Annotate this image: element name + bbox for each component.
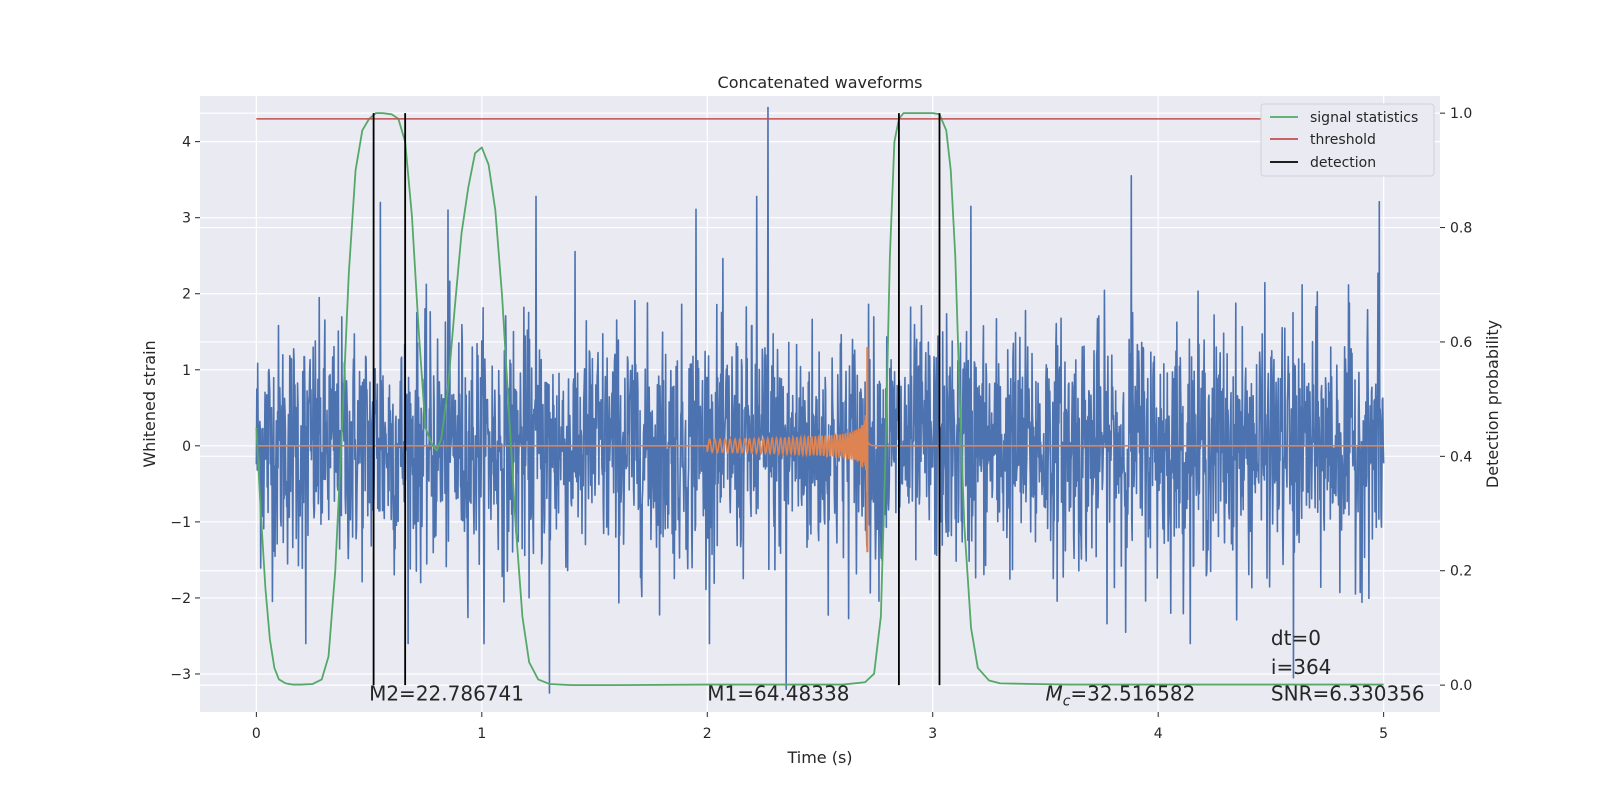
x-tick-label: 1 (477, 726, 486, 742)
y-axis-label: Whitened strain (140, 340, 159, 467)
annotation-mc-symbol: M (1045, 682, 1062, 706)
right-y-tick-label: 0.2 (1450, 564, 1472, 580)
x-tick-label: 5 (1379, 726, 1388, 742)
chart-title: Concatenated waveforms (718, 73, 923, 92)
y-tick-label: 1 (182, 363, 191, 379)
annotation-snr: SNR=6.330356 (1271, 682, 1425, 706)
annotations-layer: M2=22.786741 M1=64.48338 Mc=32.516582 dt=0 i… (369, 626, 1425, 710)
right-y-tick-label: 1.0 (1450, 106, 1472, 122)
right-y-tick-label: 0.8 (1450, 221, 1472, 237)
right-y-tick-label: 0.4 (1450, 449, 1472, 465)
annotation-i: i=364 (1271, 655, 1332, 679)
legend-label-signal-statistics: signal statistics (1310, 110, 1418, 126)
series-layer (255, 106, 1385, 694)
y-tick-label: 3 (182, 211, 191, 227)
legend-label-detection: detection (1310, 155, 1376, 171)
legend: signal statistics threshold detection (1260, 103, 1435, 177)
annotation-dt: dt=0 (1271, 626, 1321, 650)
x-tick-label: 4 (1154, 726, 1163, 742)
x-axis-label: Time (s) (786, 748, 852, 767)
legend-label-threshold: threshold (1310, 132, 1376, 148)
series-signal-statistics (255, 112, 1384, 687)
legend-box (1260, 103, 1435, 177)
annotation-m2: M2=22.786741 (369, 682, 524, 706)
x-tick-label: 2 (703, 726, 712, 742)
ticks-layer: 0 1 2 3 4 5 −3 −2 −1 0 1 2 3 4 0.0 0.2 0.4 0.6 0.8 1.0 (170, 106, 1472, 742)
annotation-mc-subscript: c (1063, 694, 1071, 710)
y-tick-label: −2 (170, 591, 191, 607)
annotation-mc: Mc=32.516582 (1045, 682, 1195, 710)
series-waveform (256, 415, 1384, 471)
y-tick-label: −1 (170, 515, 191, 531)
right-y-axis-label: Detection probability (1483, 320, 1502, 488)
x-tick-label: 0 (252, 726, 261, 742)
annotation-m1: M1=64.48338 (707, 682, 849, 706)
y-tick-label: 2 (182, 287, 191, 303)
right-y-tick-label: 0.6 (1450, 335, 1472, 351)
y-tick-label: 4 (182, 135, 191, 151)
right-y-tick-label: 0.0 (1450, 678, 1472, 694)
annotation-mc-value: =32.516582 (1070, 682, 1195, 706)
y-tick-label: 0 (182, 439, 191, 455)
y-tick-label: −3 (170, 667, 191, 683)
x-tick-label: 3 (928, 726, 937, 742)
